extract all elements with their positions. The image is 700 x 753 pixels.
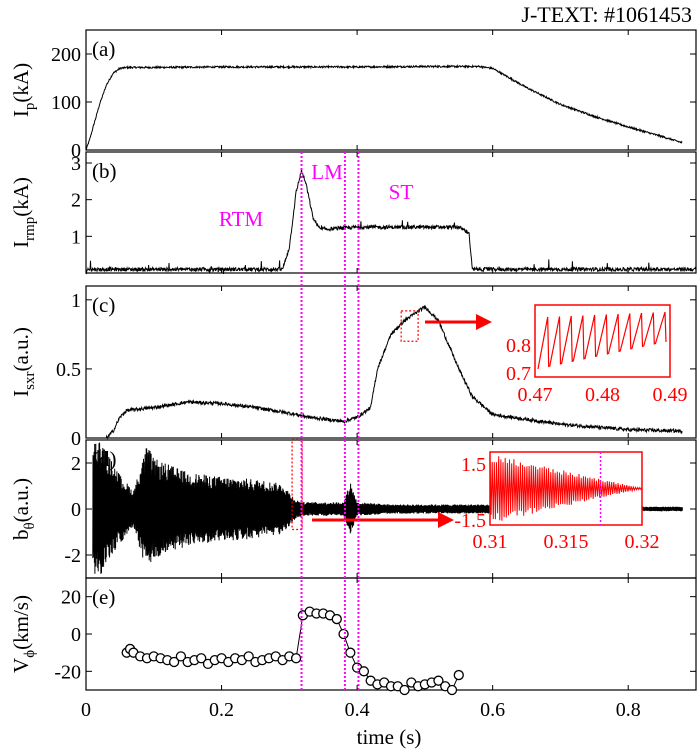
- x-tick-label: 0.8: [616, 699, 641, 721]
- inset-x-tick-label: 0.315: [544, 531, 589, 553]
- y-tick-label: 0: [71, 140, 81, 162]
- inset-y-tick-label: 1.5: [461, 454, 486, 476]
- y-tick-label: 0: [71, 499, 81, 521]
- data-point: [196, 653, 207, 664]
- y-axis-label: Irmp(kA): [9, 177, 38, 248]
- y-axis-label: bθ(a.u.): [9, 478, 38, 540]
- data-point: [243, 651, 254, 662]
- y-tick-label: 20: [61, 587, 81, 609]
- data-point: [331, 613, 342, 625]
- x-axis: 0 0.2 0.4 0.6 0.8: [81, 699, 641, 721]
- panel-frame: [85, 29, 697, 151]
- panel-tag: (c): [92, 293, 115, 317]
- panel-c: 0 0.5 1 (c) Isxr(a.u.) 0.8 0.70.47 0.48 0.49: [9, 285, 697, 450]
- y-tick-label: 200: [51, 44, 81, 66]
- y-tick-label: 1: [71, 290, 81, 312]
- y-tick-label: 0: [71, 624, 81, 646]
- inset-x-tick-label: 0.32: [625, 531, 660, 553]
- x-axis-label: time (s): [357, 725, 422, 749]
- inset-c: [534, 304, 671, 378]
- inset-x-tick-label: 0.47: [518, 384, 553, 406]
- inset-x-tick-label: 0.31: [473, 531, 508, 553]
- inset-c-trace: [537, 311, 667, 370]
- x-tick-label: 0: [81, 699, 91, 721]
- phase-label-lm: LM: [311, 160, 343, 184]
- zoom-box: [291, 438, 303, 531]
- phase-label-rtm: RTM: [219, 207, 264, 231]
- panel-tag: (a): [92, 37, 115, 61]
- y-tick-label: 100: [51, 92, 81, 114]
- x-tick-label: 0.6: [480, 699, 505, 721]
- y-tick-label: 2: [71, 190, 81, 212]
- inset-y-tick-label: 0.7: [506, 363, 531, 385]
- x-tick-label: 0.4: [345, 699, 370, 721]
- panel-b: 1 2 3 (b) Irmp(kA): [9, 151, 697, 275]
- panel-a: 0 100 200 (a) Ip(kA): [9, 29, 697, 162]
- panel-tag: (b): [92, 159, 117, 183]
- data-point: [433, 675, 444, 686]
- panel-frame: [85, 151, 697, 274]
- trace-a: [85, 63, 683, 151]
- y-axis-label: Ip(kA): [9, 63, 38, 117]
- panel-tag: (d): [92, 447, 117, 471]
- inset-y-tick-label: 0.8: [506, 335, 531, 357]
- phase-label-st: ST: [389, 180, 414, 204]
- y-tick-label: -20: [54, 661, 81, 683]
- data-point: [175, 651, 187, 662]
- data-point: [345, 647, 356, 658]
- zoom-box: [400, 310, 419, 342]
- trace-b: [85, 168, 697, 275]
- inset-x-tick-label: 0.49: [653, 384, 688, 406]
- panel-frame: [85, 577, 697, 691]
- zoom-arrowhead: [438, 512, 454, 528]
- shot-label: J-TEXT: #1061453: [521, 2, 692, 27]
- y-tick-label: 0: [71, 428, 81, 450]
- data-point: [290, 653, 302, 664]
- y-tick-label: 0.5: [56, 359, 81, 381]
- y-tick-label: 2: [71, 453, 81, 475]
- trace-c: [105, 304, 683, 440]
- y-tick-label: 1: [71, 226, 81, 248]
- panel-d: -2 0 2 (d) bθ(a.u.) 1.5 -1.50.31 0.315 0.32: [9, 438, 697, 579]
- inset-y-tick-label: -1.5: [454, 510, 486, 532]
- data-point: [399, 684, 410, 696]
- inset-x-tick-label: 0.48: [585, 384, 620, 406]
- panel-frame: [85, 285, 697, 439]
- data-point: [168, 656, 180, 668]
- data-point: [338, 628, 349, 640]
- y-tick-label: -2: [64, 545, 81, 567]
- y-axis-label: Vϕ(km/s): [9, 595, 38, 673]
- y-tick-label: 3: [71, 153, 81, 175]
- panel-tag: (e): [92, 585, 115, 609]
- data-point: [453, 669, 464, 681]
- zoom-arrowhead: [476, 314, 492, 330]
- panel-e: -20 0 20 (e) Vϕ(km/s): [9, 577, 697, 696]
- inset-d-trace: [489, 455, 643, 521]
- data-point: [358, 666, 370, 677]
- x-tick-label: 0.2: [209, 699, 234, 721]
- data-point: [446, 684, 458, 696]
- y-axis-label: Isxr(a.u.): [9, 327, 38, 397]
